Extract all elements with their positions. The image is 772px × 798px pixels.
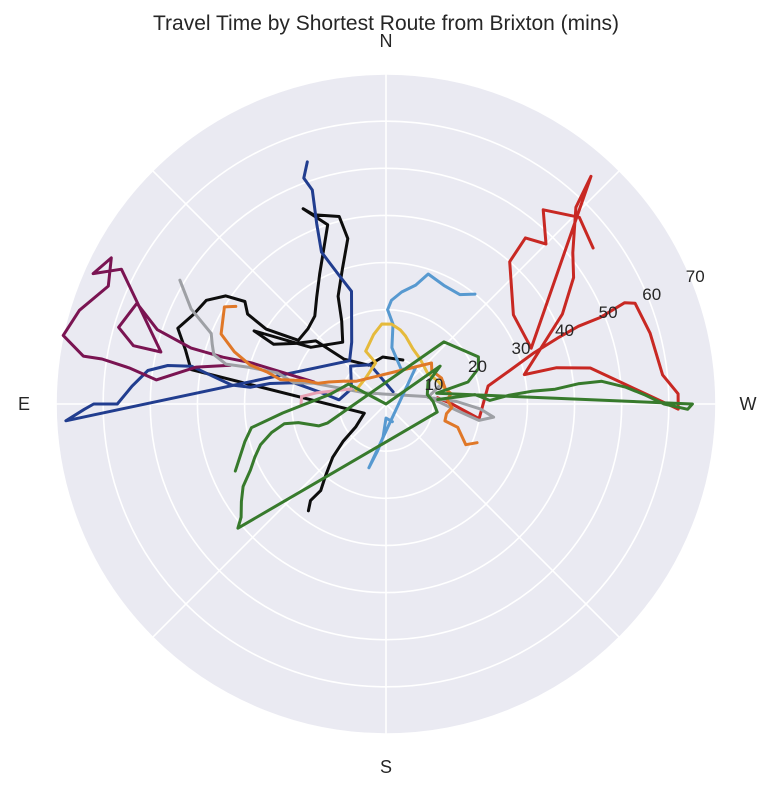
series-line (176, 207, 405, 513)
series-line-group (219, 304, 479, 447)
series-line-group (233, 340, 694, 530)
direction-label-west: W (740, 394, 757, 414)
radial-tick-label: 60 (642, 285, 661, 304)
radial-tick-label: 40 (555, 321, 574, 340)
radial-tick-label: 50 (599, 303, 618, 322)
radial-tick-label: 70 (686, 267, 705, 286)
angular-gridline (152, 403, 387, 638)
series-line (219, 304, 479, 447)
series-line-group (354, 322, 447, 392)
direction-label-north: N (380, 31, 393, 51)
series-layer (61, 160, 694, 530)
radial-tick-label: 20 (468, 357, 487, 376)
radial-tick-labels: 10 20 30 40 50 60 70 (424, 267, 704, 394)
series-line-group (436, 174, 680, 421)
radial-tick-label: 10 (424, 375, 443, 394)
series-line-group (64, 160, 395, 423)
series-line (354, 322, 447, 392)
chart-title: Travel Time by Shortest Route from Brixt… (153, 12, 619, 35)
series-line-group (61, 256, 316, 384)
angular-gridline (385, 403, 620, 638)
series-line (61, 256, 316, 384)
series-line (64, 160, 395, 423)
series-line (233, 340, 694, 530)
direction-label-south: S (380, 757, 392, 777)
angular-gridline (152, 170, 387, 405)
series-line (436, 174, 680, 421)
series-line-group (176, 207, 405, 513)
direction-label-east: E (18, 394, 30, 414)
radial-tick-label: 30 (512, 339, 531, 358)
